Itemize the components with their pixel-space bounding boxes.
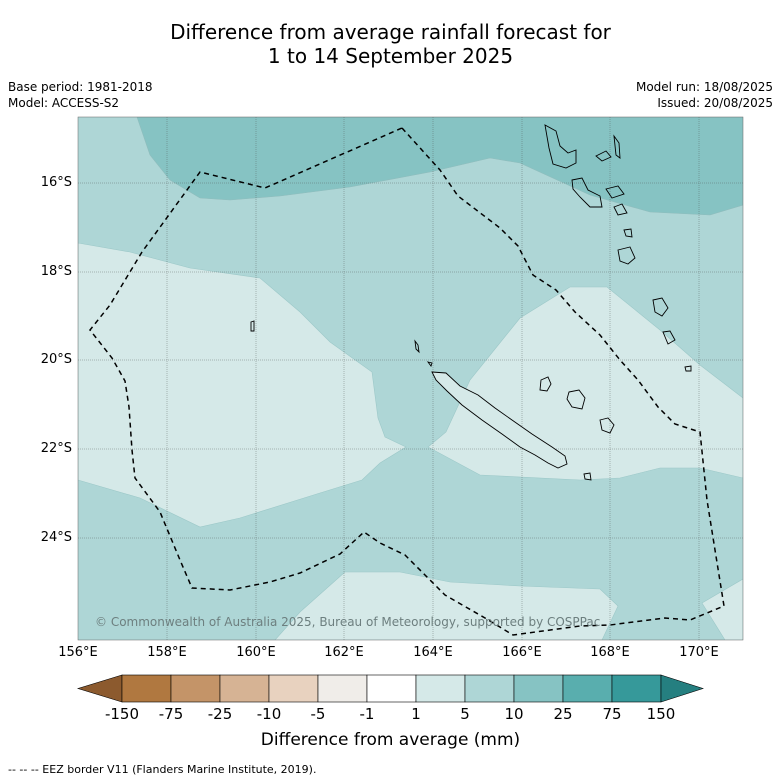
graticule — [78, 117, 743, 640]
colorbar-segment — [562, 674, 613, 703]
lat-label-18s: 18°S — [40, 264, 72, 279]
colorbar-segment — [366, 674, 417, 703]
malakula — [571, 177, 603, 208]
colorbar-segment — [268, 674, 319, 703]
title-line-1: Difference from average rainfall forecas… — [170, 20, 611, 44]
aneityum — [662, 330, 676, 345]
colorbar-tick-label: -150 — [104, 705, 140, 723]
copyright-notice: © Commonwealth of Australia 2025, Bureau… — [95, 615, 601, 629]
espiritu-santo — [544, 124, 577, 169]
issued-date: Issued: 20/08/2025 — [657, 96, 773, 110]
new-caledonia-coast — [431, 371, 568, 469]
colorbar-segment — [317, 674, 368, 703]
colorbar-tick-label: -10 — [256, 705, 282, 723]
lon-label-162e: 162°E — [324, 645, 364, 660]
small-island-1 — [426, 361, 433, 367]
colorbar-title: Difference from average (mm) — [260, 730, 521, 750]
colorbar-tick-label: 75 — [602, 705, 622, 723]
colorbar-extend-high — [660, 674, 704, 703]
tanna — [652, 297, 669, 317]
colorbar-tick-label: 25 — [553, 705, 573, 723]
loyalty-island-3 — [599, 417, 615, 434]
lon-label-166e: 166°E — [502, 645, 542, 660]
vanuatu-island-7 — [623, 228, 633, 238]
eez-legend-note: -- -- -- EEZ border V11 (Flanders Marine… — [8, 763, 317, 776]
map-title: Difference from average rainfall forecas… — [0, 20, 781, 68]
colorbar-tick-label: 5 — [460, 705, 470, 723]
region-1-5mm-west — [78, 242, 407, 528]
lat-label-22s: 22°S — [40, 441, 72, 456]
colorbar-tick-label: -1 — [359, 705, 375, 723]
meta-right: Model run: 18/08/2025 Issued: 20/08/2025 — [636, 79, 773, 111]
lon-label-168e: 168°E — [590, 645, 630, 660]
lon-label-170e: 170°E — [679, 645, 719, 660]
colorbar — [76, 674, 704, 703]
efate — [613, 203, 628, 216]
loyalty-island-2 — [566, 389, 586, 410]
lon-label-164e: 164°E — [413, 645, 453, 660]
model-name: Model: ACCESS-S2 — [8, 96, 120, 110]
rainfall-map — [78, 117, 743, 640]
eez-border — [89, 127, 725, 636]
colorbar-tick-label: 10 — [504, 705, 524, 723]
colorbar-segment — [121, 674, 172, 703]
colorbar-tick-label: -25 — [207, 705, 233, 723]
colorbar-segment — [219, 674, 270, 703]
lon-label-160e: 160°E — [236, 645, 276, 660]
lat-label-20s: 20°S — [40, 352, 72, 367]
loyalty-island-1 — [539, 376, 552, 392]
region-10-25mm-north — [136, 117, 743, 216]
colorbar-segment — [415, 674, 466, 703]
erromango — [617, 246, 636, 265]
colorbar-segment — [170, 674, 221, 703]
isle-of-pines — [583, 472, 592, 481]
colorbar-tick-label: 1 — [411, 705, 421, 723]
region-1-5mm-southeast — [701, 578, 743, 640]
lat-label-16s: 16°S — [40, 175, 72, 190]
base-period: Base period: 1981-2018 — [8, 80, 153, 94]
colorbar-tick-label: -5 — [310, 705, 326, 723]
lon-label-156e: 156°E — [58, 645, 98, 660]
lat-label-24s: 24°S — [40, 530, 72, 545]
colorbar-tick-label: -75 — [158, 705, 184, 723]
vanuatu-island-3 — [613, 134, 621, 159]
map-frame — [77, 116, 744, 641]
meta-left: Base period: 1981-2018 Model: ACCESS-S2 — [8, 79, 153, 111]
small-island-3 — [250, 320, 255, 332]
model-run: Model run: 18/08/2025 — [635, 80, 773, 94]
belep-islands — [414, 339, 420, 354]
vanuatu-island-2 — [595, 150, 612, 162]
colorbar-segment — [513, 674, 564, 703]
colorbar-segment — [611, 674, 662, 703]
coastlines — [250, 124, 692, 481]
colorbar-tick-label: 150 — [646, 705, 676, 723]
colorbar-extend-low — [76, 674, 123, 703]
lon-label-158e: 158°E — [147, 645, 187, 660]
small-island-2 — [684, 365, 692, 372]
vanuatu-island-5 — [605, 185, 625, 199]
colorbar-segment — [464, 674, 515, 703]
title-line-2: 1 to 14 September 2025 — [267, 44, 514, 68]
